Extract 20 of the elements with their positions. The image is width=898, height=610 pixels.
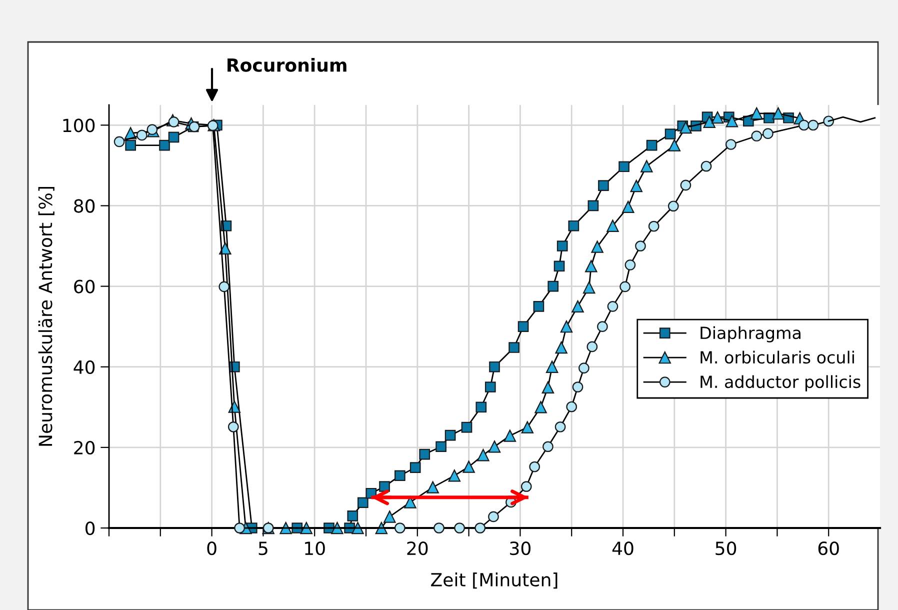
y-tick-label: 100 <box>63 118 95 132</box>
legend-label: M. orbicularis oculi <box>700 350 854 364</box>
text: Rocuronium <box>228 58 346 72</box>
x-axis-title: Zeit [Minuten] <box>431 572 558 589</box>
y-tick-label: 40 <box>74 360 95 374</box>
legend-label: Diaphragma <box>700 326 800 342</box>
x-tick-label: 10 <box>305 542 325 556</box>
y-tick-label: 60 <box>74 280 95 294</box>
x-tick-label: 5 <box>258 542 268 556</box>
x-tick-label: 20 <box>407 542 428 556</box>
x-tick-label: 40 <box>612 542 634 556</box>
y-tick-label: 80 <box>74 199 95 213</box>
y-tick-label: 0 <box>86 521 95 536</box>
y-axis-title: Neuromuskuläre Antwort [%] <box>38 187 54 446</box>
legend-label: M. adductor pollicis <box>700 375 860 392</box>
x-tick-label: 60 <box>818 542 839 556</box>
x-tick-label: 50 <box>716 542 736 556</box>
y-tick-label: 20 <box>74 440 95 455</box>
x-tick-label: 0 <box>207 542 216 556</box>
x-tick-label: 30 <box>510 542 530 556</box>
